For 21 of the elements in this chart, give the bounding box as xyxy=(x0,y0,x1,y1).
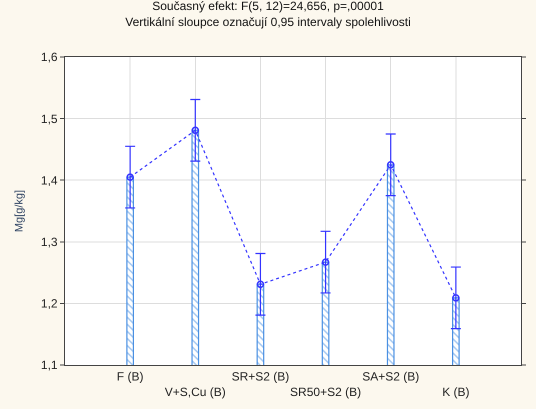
y-tick-label: 1,5 xyxy=(40,112,58,126)
point xyxy=(256,280,264,288)
point xyxy=(452,294,460,302)
x-tick-label: K (B) xyxy=(442,385,470,399)
point xyxy=(126,173,134,181)
y-tick-label: 1,4 xyxy=(40,173,58,188)
x-tick-label: V+S,Cu (B) xyxy=(164,385,226,399)
x-tick-label: SA+S2 (B) xyxy=(362,369,420,384)
x-tick-label: F (B) xyxy=(116,369,144,384)
x-tick-label: SR50+S2 (B) xyxy=(290,385,362,399)
chart-subtitle: Vertikální sloupce označují 0,95 intervaly spolehlivosti xyxy=(125,14,411,29)
chart-title: Současný efekt: F(5, 12)=24,656, p=,00001 xyxy=(152,0,384,14)
x-tick-label: SR+S2 (B) xyxy=(232,369,290,384)
y-axis-title: Mg[g/kg] xyxy=(14,190,26,232)
point xyxy=(322,258,330,266)
point xyxy=(386,161,394,169)
y-tick-label: 1,3 xyxy=(40,235,58,249)
y-tick-label: 1,1 xyxy=(40,358,58,372)
point xyxy=(192,126,200,134)
y-tick-label: 1,6 xyxy=(40,50,58,64)
y-tick-label: 1,2 xyxy=(40,296,58,311)
